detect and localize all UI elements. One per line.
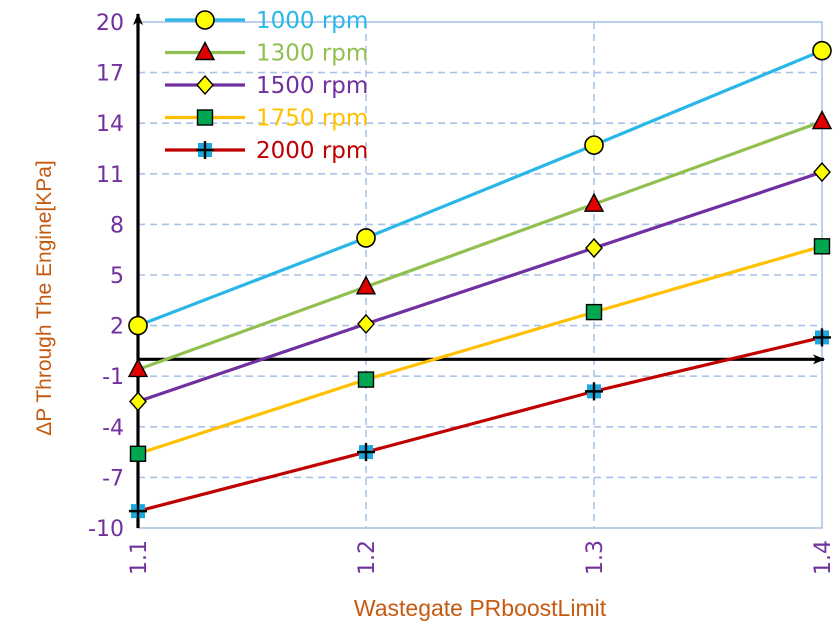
series-layer: [127, 40, 833, 521]
legend-label: 2000 rpm: [256, 138, 368, 164]
series-1750-rpm: [129, 238, 831, 462]
y-tick-label: 2: [110, 315, 124, 340]
data-point: [356, 228, 376, 248]
series-1500-rpm: [129, 162, 831, 412]
data-point: [128, 315, 148, 336]
y-tick-label: -10: [88, 517, 124, 542]
legend-swatch-marker: [195, 10, 215, 30]
data-point: [129, 502, 147, 521]
x-tick-label: 1.3: [583, 540, 608, 575]
x-tick-label: 1.4: [811, 540, 836, 575]
legend-entry: 1750 rpm: [165, 106, 368, 132]
legend: 1000 rpm 1300 rpm 1500 rpm 1750 rpm 2000 rpm: [165, 8, 368, 164]
legend-entry: 1300 rpm: [165, 41, 368, 67]
y-tick-label: 8: [110, 213, 124, 238]
series-line: [137, 120, 823, 371]
y-tick-label: -4: [102, 416, 124, 441]
legend-label: 1000 rpm: [256, 8, 368, 34]
series-2000-rpm: [129, 328, 831, 521]
y-tick-label: -1: [102, 365, 124, 390]
legend-entry: 2000 rpm: [165, 138, 368, 164]
x-tick-label: 1.2: [355, 540, 380, 575]
data-point: [129, 445, 147, 462]
data-point: [357, 313, 375, 334]
legend-entry: 1500 rpm: [165, 73, 368, 99]
data-point: [585, 382, 603, 401]
data-point: [813, 238, 831, 255]
data-point: [813, 328, 831, 347]
legend-entry: 1000 rpm: [165, 8, 368, 34]
data-point: [585, 303, 603, 321]
series-line: [137, 244, 823, 456]
legend-swatch-marker: [194, 41, 216, 61]
y-tick-label: -7: [102, 466, 124, 491]
legend-swatch-marker: [196, 74, 214, 96]
series-line: [137, 49, 823, 328]
data-point: [129, 391, 147, 412]
ticks-layer: 20 17 14 11 8 5 2 -1 -4 -7 -101.1 1.2 1.3 1.4: [88, 11, 836, 575]
data-point: [127, 357, 149, 378]
y-tick-label: 11: [96, 163, 124, 188]
series-1000-rpm: [128, 40, 832, 336]
data-point: [355, 275, 377, 295]
data-point: [813, 162, 831, 183]
y-tick-label: 17: [96, 62, 124, 87]
y-axis-title: ΔP Through The Engine[KPa]: [33, 160, 56, 436]
y-tick-label: 20: [96, 11, 124, 36]
data-point: [583, 192, 605, 212]
x-axis-title: Wastegate PRboostLimit: [354, 595, 607, 621]
legend-swatch-marker: [196, 109, 214, 126]
data-point: [357, 443, 375, 462]
data-point: [585, 237, 603, 259]
data-point: [811, 110, 833, 130]
series-line: [137, 335, 823, 513]
x-tick-label: 1.1: [127, 540, 152, 575]
legend-swatch-marker: [196, 141, 214, 159]
legend-label: 1500 rpm: [256, 73, 368, 99]
y-tick-label: 14: [96, 112, 124, 137]
axes-layer: [133, 13, 825, 528]
legend-label: 1750 rpm: [256, 106, 368, 132]
y-tick-label: 5: [110, 264, 124, 289]
legend-label: 1300 rpm: [256, 41, 368, 67]
data-point: [584, 135, 604, 155]
data-point: [812, 40, 832, 61]
series-1300-rpm: [127, 110, 833, 378]
series-line: [137, 170, 823, 404]
data-point: [357, 371, 375, 388]
